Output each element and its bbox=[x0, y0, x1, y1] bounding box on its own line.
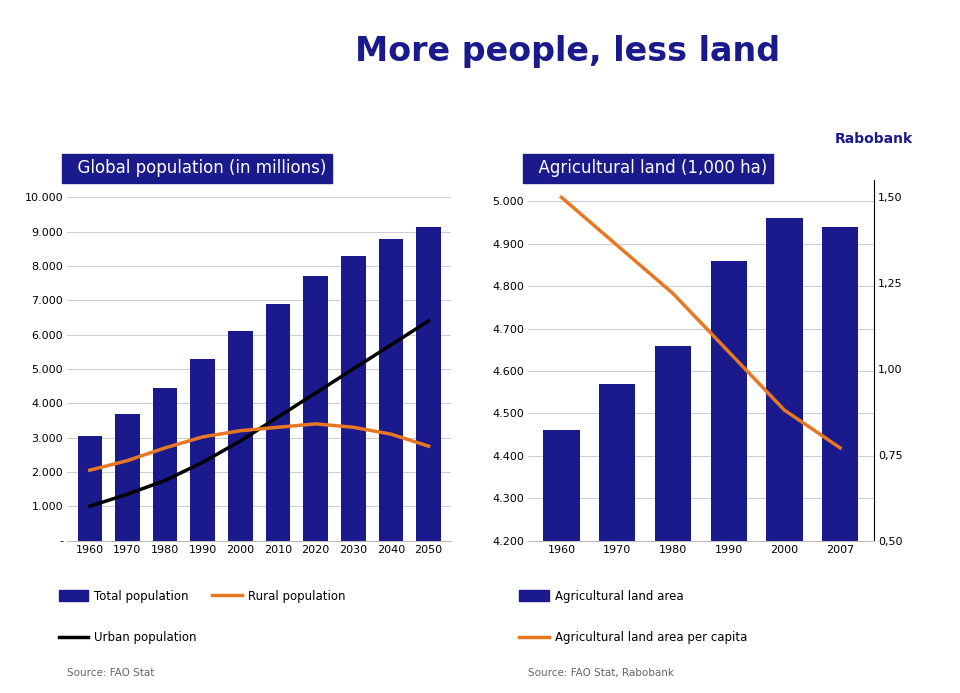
Bar bbox=[655, 346, 691, 693]
Bar bbox=[822, 227, 858, 693]
Legend: Agricultural land area per capita: Agricultural land area per capita bbox=[515, 626, 752, 649]
Legend: Total population, Rural population: Total population, Rural population bbox=[54, 585, 349, 607]
Text: Agricultural land (1,000 ha): Agricultural land (1,000 ha) bbox=[528, 159, 767, 177]
Bar bbox=[417, 227, 441, 541]
Bar bbox=[599, 384, 636, 693]
Text: Source: FAO Stat, Rabobank: Source: FAO Stat, Rabobank bbox=[528, 667, 674, 678]
Text: More people, less land: More people, less land bbox=[355, 35, 780, 68]
Text: Source: FAO Stat: Source: FAO Stat bbox=[67, 667, 155, 678]
Bar bbox=[710, 261, 747, 693]
Bar bbox=[303, 277, 328, 541]
Bar bbox=[266, 304, 290, 541]
Legend: Agricultural land area: Agricultural land area bbox=[515, 585, 688, 607]
Bar bbox=[379, 238, 403, 541]
Bar bbox=[153, 388, 178, 541]
Bar bbox=[228, 331, 252, 541]
Bar bbox=[341, 256, 366, 541]
Text: Global population (in millions): Global population (in millions) bbox=[67, 159, 326, 177]
Bar bbox=[115, 414, 139, 541]
Text: Rabobank: Rabobank bbox=[834, 132, 913, 146]
Bar bbox=[78, 436, 102, 541]
Bar bbox=[543, 430, 580, 693]
Legend: Urban population: Urban population bbox=[54, 626, 202, 649]
Bar bbox=[190, 359, 215, 541]
Bar bbox=[766, 218, 803, 693]
